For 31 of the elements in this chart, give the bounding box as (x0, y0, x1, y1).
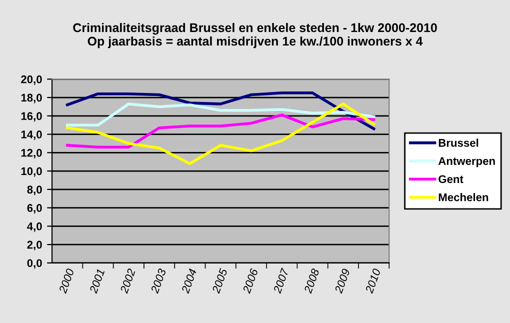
line-series (66, 114, 376, 149)
x-tick-label: 2005 (212, 268, 228, 294)
x-tick-label: 2001 (89, 268, 105, 294)
y-tick-label: 18,0 (21, 94, 42, 104)
chart-title: Criminaliteitsgraad Brussel en enkele steden - 1kw 2000-2010 Op jaarbasis = aantal misdrijven 1e kw./100 inwoners x 4 (73, 22, 437, 48)
x-tick-label: 2002 (120, 268, 136, 294)
y-tick-label: 12,0 (21, 148, 42, 158)
y-tick-label: 4,0 (27, 222, 42, 232)
x-tick-label: 2006 (242, 268, 258, 294)
x-tick-label: 2008 (304, 268, 320, 294)
y-tick-label: 2,0 (27, 240, 42, 250)
x-tick-label: 2010 (364, 268, 381, 294)
y-tick-label: 0,0 (27, 259, 42, 269)
line-series (66, 92, 376, 130)
y-tick-label: 6,0 (27, 204, 42, 214)
legend-label: Antwerpen (438, 157, 495, 168)
legend-label: Gent (438, 175, 464, 184)
y-tick-label: 10,0 (21, 167, 42, 177)
y-tick-label: 8,0 (27, 186, 42, 196)
y-tick-label: 14,0 (21, 130, 42, 140)
x-tick-label: 2007 (273, 268, 290, 294)
legend-label: Brussel (438, 138, 478, 147)
x-tick-label: 2000 (58, 268, 74, 294)
line-series (66, 102, 376, 126)
x-tick-label: 2003 (150, 268, 166, 294)
legend-label: Mechelen (438, 193, 488, 202)
y-tick-label: 16,0 (21, 112, 42, 122)
y-tick-label: 20,0 (21, 75, 42, 85)
line-series (66, 102, 376, 166)
x-tick-label: 2009 (334, 268, 350, 294)
x-tick-label: 2004 (181, 268, 197, 294)
